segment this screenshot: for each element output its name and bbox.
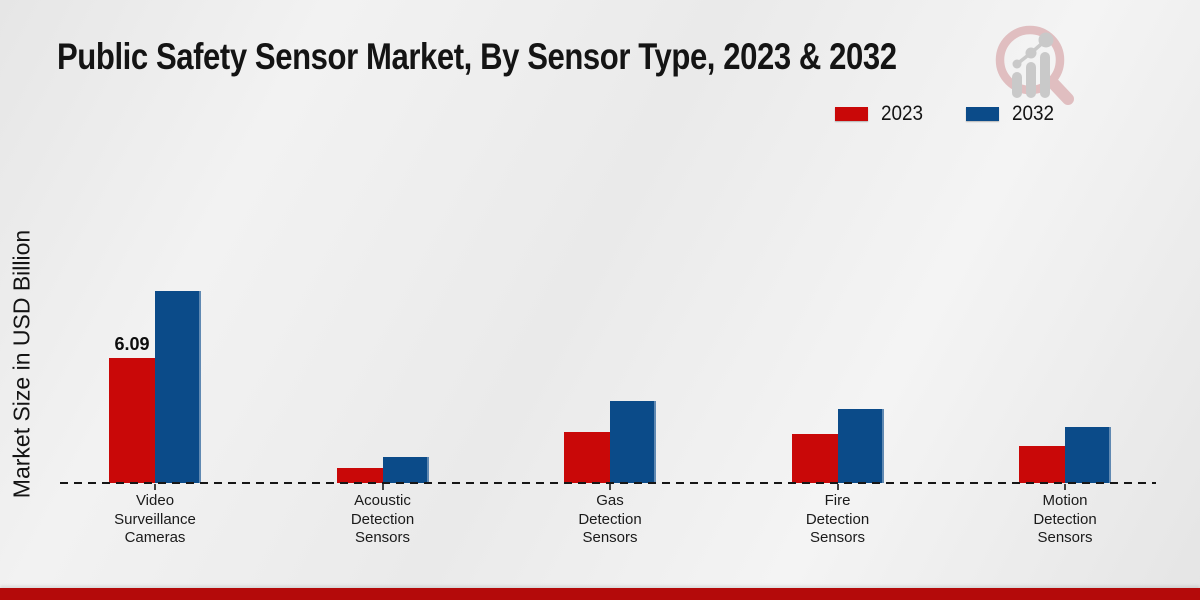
bar-2032-motion-detection-sensors xyxy=(1065,427,1111,483)
x-axis-tick-acoustic-detection-sensors xyxy=(381,484,384,490)
legend-label-2023: 2023 xyxy=(881,102,924,125)
bar-2023-gas-detection-sensors xyxy=(564,432,610,483)
chart-legend: 2023 2032 xyxy=(835,102,1058,126)
page-title: Public Safety Sensor Market, By Sensor T… xyxy=(57,36,897,77)
x-axis-tick-motion-detection-sensors xyxy=(1064,484,1066,490)
category-label-motion-detection-sensors: Motion Detection Sensors xyxy=(1033,492,1097,546)
bar-2032-fire-detection-sensors xyxy=(837,409,884,483)
category-label-gas-detection-sensors: Gas Detection Sensors xyxy=(578,492,642,546)
bar-2023-acoustic-detection-sensors xyxy=(336,468,383,483)
bar-2032-acoustic-detection-sensors xyxy=(382,457,429,483)
bar-2023-fire-detection-sensors xyxy=(791,434,838,483)
value-label-6.09: 6.09 xyxy=(114,334,150,354)
category-label-acoustic-detection-sensors: Acoustic Detection Sensors xyxy=(350,492,415,546)
category-label-fire-detection-sensors: Fire Detection Sensors xyxy=(805,492,870,546)
bar-2023-video-surveillance-cameras xyxy=(109,358,155,483)
legend-item-2023: 2023 xyxy=(835,102,928,126)
legend-swatch-2023 xyxy=(835,107,868,121)
growth-bars-icon xyxy=(1012,32,1054,98)
legend-item-2032: 2032 xyxy=(965,102,1059,126)
legend-swatch-2032 xyxy=(965,107,999,121)
bar-2032-video-surveillance-cameras xyxy=(155,291,201,483)
x-axis-tick-gas-detection-sensors xyxy=(609,484,611,490)
bar-2023-motion-detection-sensors xyxy=(1019,446,1065,483)
bar-2032-gas-detection-sensors xyxy=(610,401,656,483)
legend-label-2032: 2032 xyxy=(1011,102,1054,125)
category-label-video-surveillance-cameras: Video Surveillance Cameras xyxy=(114,492,196,546)
x-axis-tick-video-surveillance-cameras xyxy=(154,484,156,490)
bottom-red-band xyxy=(0,588,1200,600)
x-axis-tick-fire-detection-sensors xyxy=(836,484,839,490)
market-research-magnifier-logo xyxy=(995,25,1074,105)
x-axis-baseline xyxy=(60,482,1156,484)
